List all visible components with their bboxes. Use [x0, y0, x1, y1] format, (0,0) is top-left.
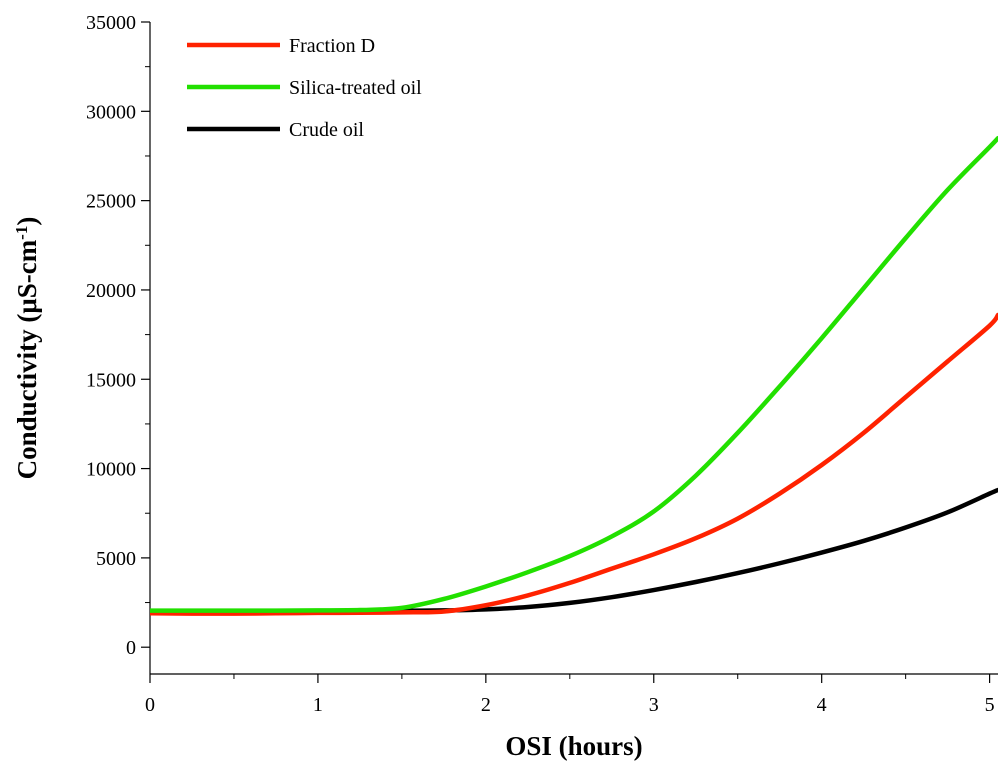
x-tick-label: 1	[313, 694, 323, 716]
x-tick-label: 5	[985, 694, 995, 716]
legend: Fraction D Silica-treated oil Crude oil	[187, 35, 422, 141]
y-tick-label: 25000	[86, 191, 136, 213]
axes: 0 1 2 3 4 5 0 5000 10000 15000 20000 25000 30000 3500…	[86, 12, 998, 716]
y-tick-label: 0	[126, 637, 136, 659]
x-axis-title: OSI (hours)	[505, 731, 642, 761]
y-axis-title-superscript: -1	[12, 226, 31, 240]
x-tick-label: 4	[817, 694, 827, 716]
series-layer	[150, 135, 998, 616]
x-tick-label: 3	[649, 694, 659, 716]
series-line-crude-oil	[150, 487, 998, 614]
legend-label-fraction-d: Fraction D	[289, 35, 375, 57]
legend-label-silica-treated-oil: Silica-treated oil	[289, 77, 422, 99]
y-tick-label: 35000	[86, 12, 136, 34]
y-axis-title-main: Conductivity (μS-cm	[12, 239, 42, 479]
legend-label-crude-oil: Crude oil	[289, 119, 364, 141]
y-tick-label: 10000	[86, 459, 136, 481]
y-tick-label: 20000	[86, 280, 136, 302]
series-line-fraction-d	[150, 312, 998, 616]
y-tick-label: 30000	[86, 101, 136, 123]
y-axis-title: Conductivity (μS-cm-1)	[12, 217, 43, 480]
y-axis-title-close: )	[12, 217, 42, 226]
x-tick-label: 0	[145, 694, 155, 716]
y-tick-label: 15000	[86, 369, 136, 391]
x-tick-label: 2	[481, 694, 491, 716]
series-line-silica-treated-oil	[150, 135, 998, 613]
y-tick-label: 5000	[96, 548, 136, 570]
